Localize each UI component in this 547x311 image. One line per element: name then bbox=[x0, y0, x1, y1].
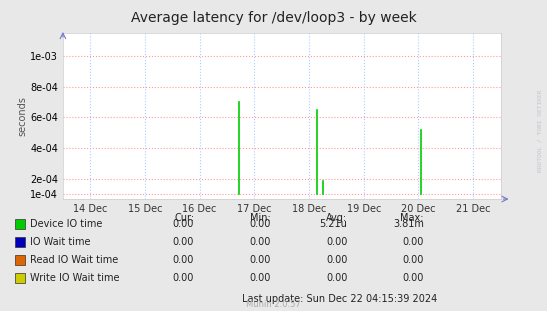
Text: Device IO time: Device IO time bbox=[30, 219, 102, 229]
Text: Munin 2.0.57: Munin 2.0.57 bbox=[246, 299, 301, 309]
Text: 0.00: 0.00 bbox=[249, 219, 271, 229]
Text: 0.00: 0.00 bbox=[326, 273, 347, 283]
Text: Max:: Max: bbox=[400, 213, 424, 223]
Text: Write IO Wait time: Write IO Wait time bbox=[30, 273, 120, 283]
Text: 5.21u: 5.21u bbox=[319, 219, 347, 229]
Text: IO Wait time: IO Wait time bbox=[30, 237, 91, 247]
Text: 0.00: 0.00 bbox=[173, 237, 194, 247]
Text: 0.00: 0.00 bbox=[403, 255, 424, 265]
Text: 0.00: 0.00 bbox=[403, 273, 424, 283]
Text: Read IO Wait time: Read IO Wait time bbox=[30, 255, 118, 265]
Text: 0.00: 0.00 bbox=[326, 255, 347, 265]
Text: Min:: Min: bbox=[250, 213, 271, 223]
Y-axis label: seconds: seconds bbox=[18, 96, 27, 136]
Text: Last update: Sun Dec 22 04:15:39 2024: Last update: Sun Dec 22 04:15:39 2024 bbox=[242, 294, 437, 304]
Text: Avg:: Avg: bbox=[326, 213, 347, 223]
Text: 0.00: 0.00 bbox=[249, 255, 271, 265]
Text: 0.00: 0.00 bbox=[403, 237, 424, 247]
Text: RRDTOOL / TOBI OETIKER: RRDTOOL / TOBI OETIKER bbox=[538, 89, 543, 172]
Text: 0.00: 0.00 bbox=[173, 255, 194, 265]
Text: 0.00: 0.00 bbox=[326, 237, 347, 247]
Text: Average latency for /dev/loop3 - by week: Average latency for /dev/loop3 - by week bbox=[131, 11, 416, 25]
Text: 0.00: 0.00 bbox=[173, 219, 194, 229]
Text: 3.81m: 3.81m bbox=[393, 219, 424, 229]
Text: 0.00: 0.00 bbox=[249, 237, 271, 247]
Text: 0.00: 0.00 bbox=[173, 273, 194, 283]
Text: Cur:: Cur: bbox=[174, 213, 194, 223]
Text: 0.00: 0.00 bbox=[249, 273, 271, 283]
